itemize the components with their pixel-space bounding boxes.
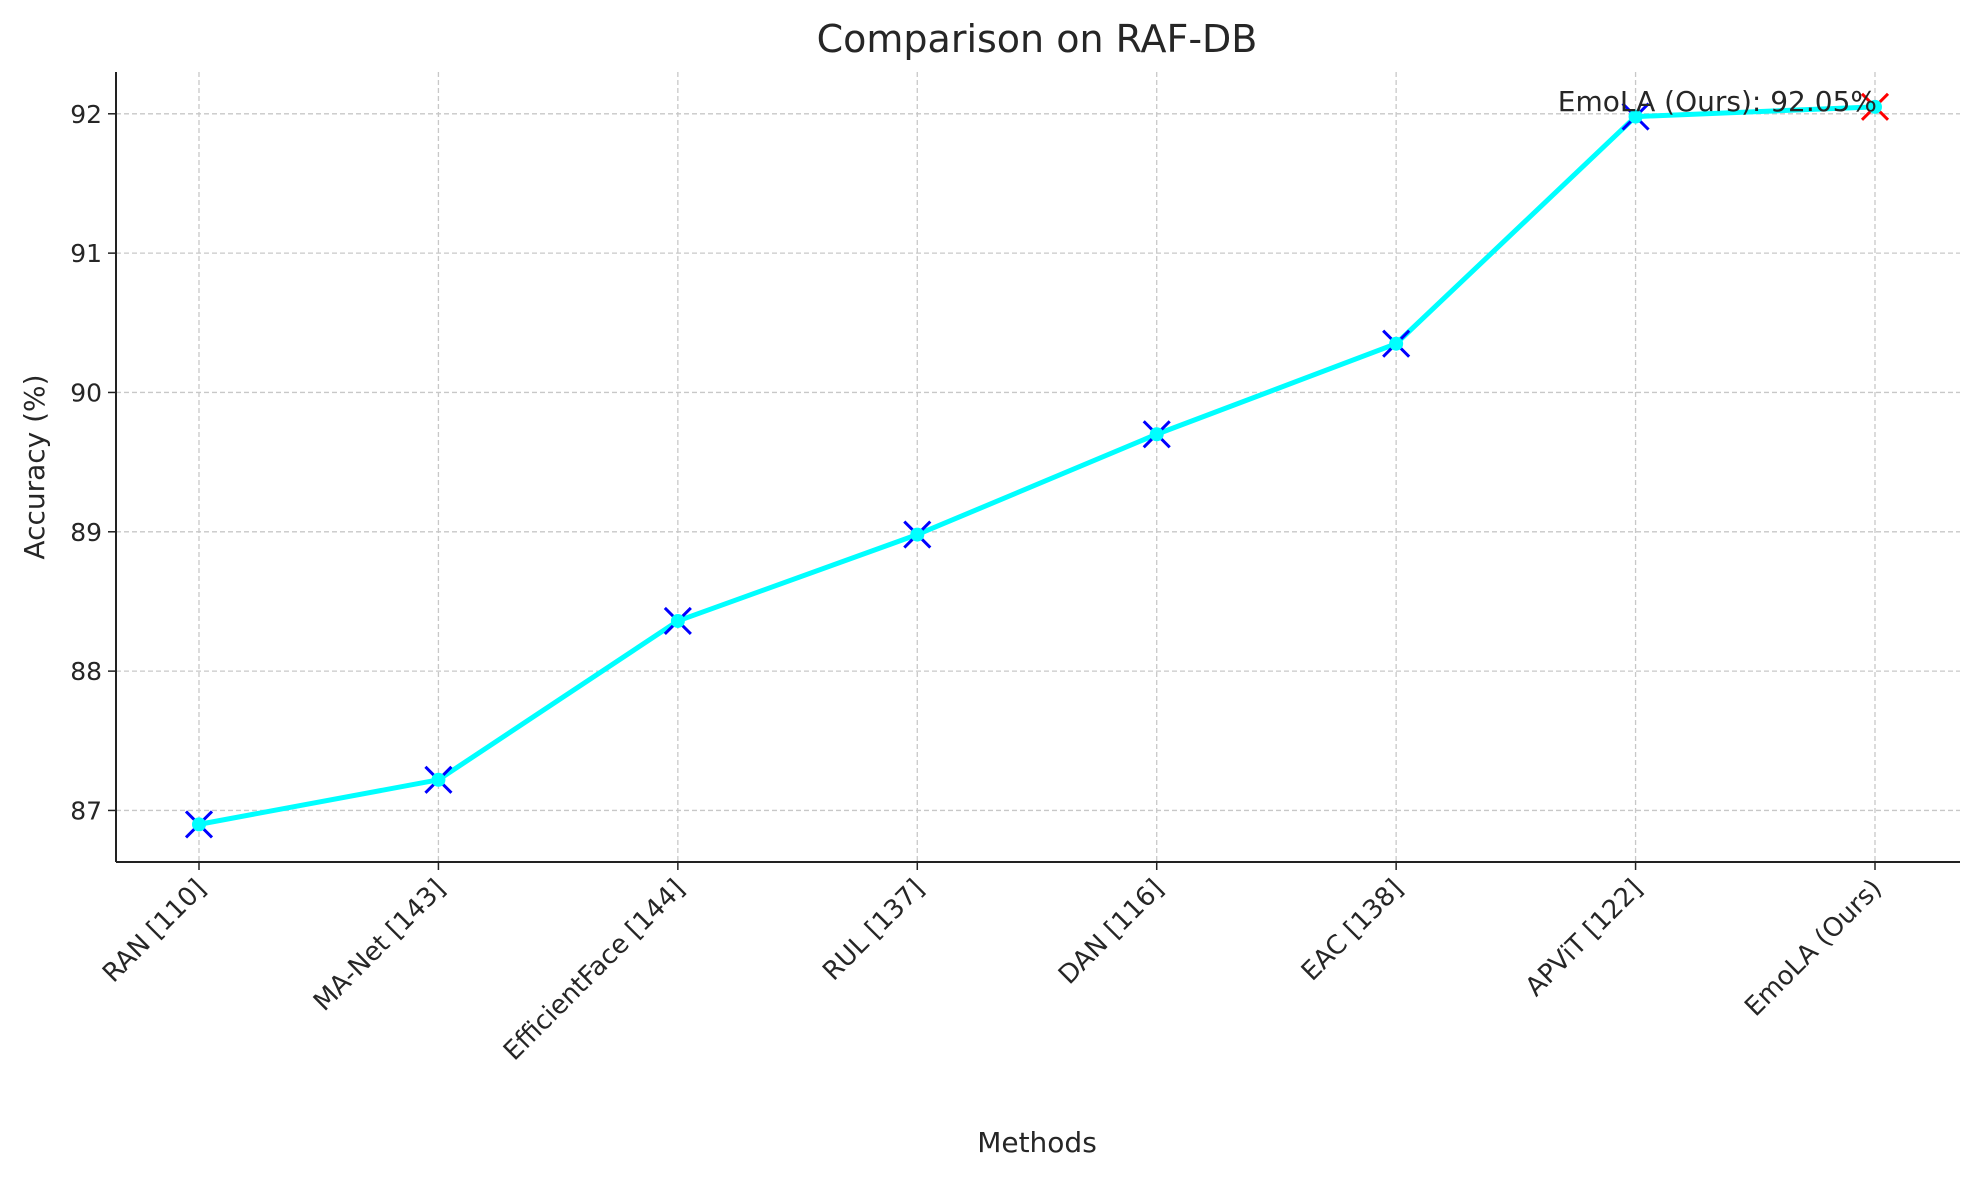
x-tick-label: MA-Net [143] bbox=[308, 874, 451, 1017]
y-tick-label: 92 bbox=[70, 100, 102, 129]
series bbox=[184, 92, 1890, 839]
point-marker bbox=[1149, 427, 1164, 442]
data-point bbox=[903, 520, 932, 549]
data-point bbox=[1860, 92, 1890, 121]
x-tick-label: EfficientFace [144] bbox=[498, 874, 691, 1067]
x-tick-label: DAN [116] bbox=[1053, 874, 1170, 991]
point-marker bbox=[1868, 99, 1882, 114]
y-axis-label: Accuracy (%) bbox=[18, 374, 51, 559]
y-axis: 87 88 89 90 91 92 bbox=[70, 100, 116, 825]
x-tick-label: RAN [110] bbox=[97, 874, 212, 989]
annotation: EmoLA (Ours): 92.05% bbox=[1558, 85, 1877, 118]
data-point bbox=[1142, 420, 1171, 449]
point-marker bbox=[192, 817, 206, 832]
point-marker bbox=[670, 613, 685, 628]
data-point bbox=[424, 765, 453, 794]
point-marker bbox=[431, 772, 446, 787]
point-marker bbox=[1628, 109, 1643, 124]
data-point bbox=[1382, 329, 1411, 358]
point-marker bbox=[1389, 336, 1404, 351]
chart-title: Comparison on RAF-DB bbox=[817, 17, 1258, 61]
y-tick-label: 89 bbox=[70, 518, 102, 547]
x-tick-label: RUL [137] bbox=[817, 874, 930, 987]
data-point bbox=[184, 810, 214, 839]
x-tick-label: APViT [122] bbox=[1520, 874, 1649, 1003]
x-tick-label: EmoLA (Ours) bbox=[1739, 874, 1888, 1023]
x-axis-label: Methods bbox=[977, 1126, 1097, 1159]
x-axis: RAN [110] MA-Net [143] EfficientFace [144]… bbox=[97, 862, 1888, 1067]
y-tick-label: 87 bbox=[70, 796, 102, 825]
grid bbox=[116, 72, 1960, 862]
data-point bbox=[663, 606, 692, 636]
y-tick-label: 88 bbox=[70, 657, 102, 686]
data-point bbox=[1621, 102, 1650, 131]
x-tick-label: EAC [138] bbox=[1296, 874, 1409, 987]
point-marker bbox=[910, 527, 925, 542]
y-tick-label: 91 bbox=[70, 239, 102, 268]
y-tick-label: 90 bbox=[70, 378, 102, 407]
series-line bbox=[198, 104, 1876, 827]
